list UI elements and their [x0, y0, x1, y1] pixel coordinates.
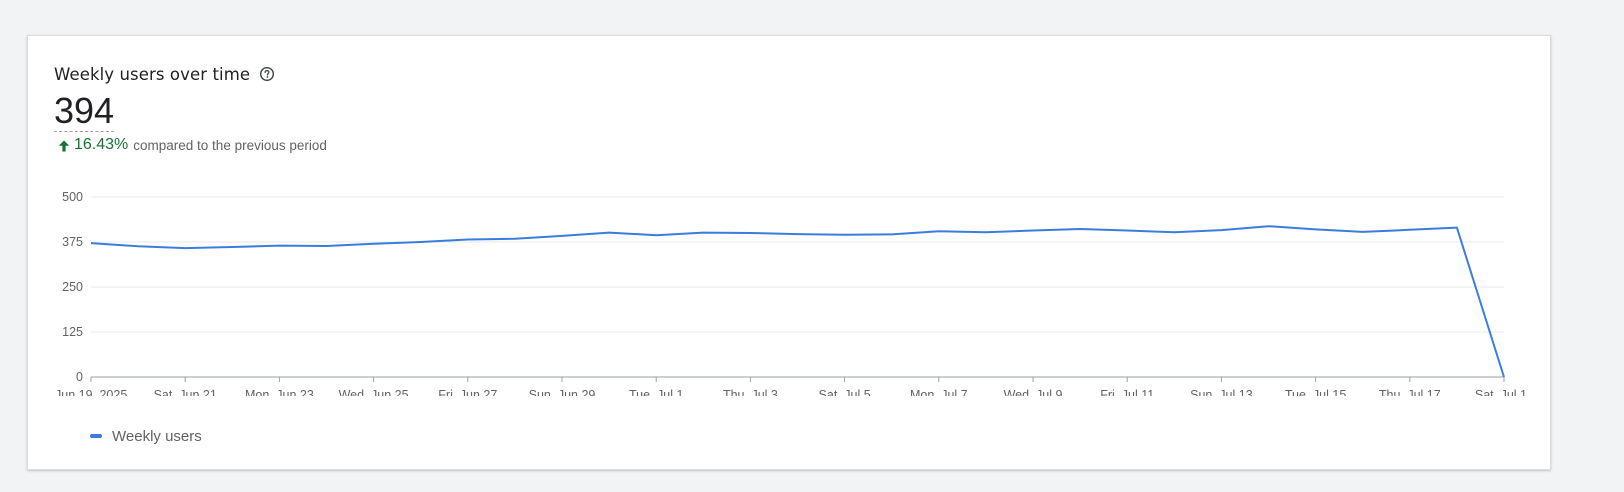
- legend-label-weekly-users: Weekly users: [112, 427, 202, 445]
- y-tick-label: 375: [62, 235, 83, 249]
- x-tick-label: Mon, Jun 23: [245, 388, 314, 396]
- x-tick-label: Jun 19, 2025: [55, 388, 127, 396]
- x-tick-label: Sat, Jun 21: [154, 388, 217, 396]
- x-tick-label: Sat, Jul 1: [1475, 388, 1527, 396]
- weekly-users-card: Weekly users over time 394 16.43% compar…: [27, 35, 1551, 470]
- series-lines: [90, 225, 1505, 378]
- card-title: Weekly users over time: [54, 64, 251, 84]
- arrow-up-icon: [58, 139, 70, 152]
- legend-swatch-weekly-users: [90, 434, 102, 438]
- change-description: compared to the previous period: [133, 137, 327, 153]
- x-tick-label: Thu, Jul 17: [1379, 388, 1441, 396]
- grid-lines: [91, 196, 1504, 333]
- line-chart[interactable]: 0 125 250 375 500 Jun 19, 2025 Sat, Jun 21 Mon…: [28, 36, 1552, 396]
- y-tick-label: 0: [76, 370, 83, 384]
- y-tick-label: 500: [62, 190, 83, 204]
- x-axis: [90, 376, 1505, 382]
- x-tick-label: Fri, Jul 11: [1100, 388, 1154, 396]
- x-tick-label: Thu, Jul 3: [723, 388, 778, 396]
- help-circle-icon[interactable]: [259, 66, 275, 82]
- change-row: 16.43% compared to the previous period: [58, 135, 327, 155]
- y-tick-label: 125: [62, 325, 83, 339]
- x-tick-label: Mon, Jul 7: [910, 388, 968, 396]
- metric-value[interactable]: 394: [54, 90, 115, 132]
- legend[interactable]: Weekly users: [90, 426, 202, 446]
- x-tick-label: Wed, Jun 25: [339, 388, 409, 396]
- x-tick-label: Tue, Jul 1: [629, 388, 683, 396]
- series-line-weekly-users[interactable]: [90, 225, 1505, 378]
- x-tick-label: Tue, Jul 15: [1285, 388, 1346, 396]
- x-tick-label: Sat, Jul 5: [819, 388, 871, 396]
- x-tick-label: Wed, Jul 9: [1004, 388, 1063, 396]
- y-tick-label: 250: [62, 280, 83, 294]
- x-tick-label: Sun, Jul 13: [1190, 388, 1253, 396]
- card-title-row: Weekly users over time: [54, 63, 275, 85]
- y-axis-tick-labels: 0 125 250 375 500: [62, 190, 83, 384]
- x-axis-tick-labels: Jun 19, 2025 Sat, Jun 21 Mon, Jun 23 Wed, J…: [55, 388, 1527, 396]
- change-percent: 16.43%: [74, 136, 129, 153]
- x-tick-label: Sun, Jun 29: [529, 388, 596, 396]
- x-tick-label: Fri, Jun 27: [438, 388, 497, 396]
